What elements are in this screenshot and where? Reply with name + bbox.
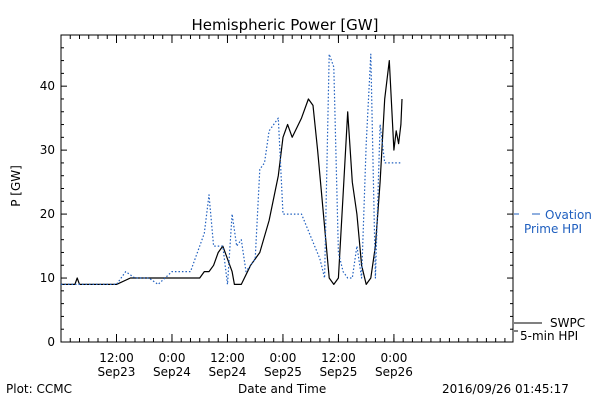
y-tick-label-40: 40 [40,79,55,93]
legend-ovation-label-2: Prime HPI [524,222,582,236]
x-tick-date-0: Sep23 [98,365,136,379]
x-tick-date-4: Sep25 [319,365,357,379]
x-tick-time-1: 0:00 [159,351,186,365]
footer-timestamp: 2016/09/26 01:45:17 [442,382,569,396]
x-tick-time-5: 0:00 [380,351,407,365]
plot-frame [60,34,514,343]
x-tick-time-2: 12:00 [210,351,245,365]
x-tick-time-3: 0:00 [269,351,296,365]
chart-title: Hemispheric Power [GW] [192,16,379,34]
y-tick-label-10: 10 [40,271,55,285]
x-tick-time-4: 12:00 [321,351,356,365]
legend-swpc-label-2: 5-min HPI [520,329,578,343]
legend-ovation-label-1: Ovation [545,208,592,222]
x-tick-date-2: Sep24 [209,365,247,379]
x-axis-label: Date and Time [238,382,327,396]
y-axis-label: P [GW] [9,165,23,207]
x-tick-date-5: Sep26 [375,365,413,379]
x-axis-ticks: 12:00Sep230:00Sep2412:00Sep240:00Sep2512… [69,35,506,379]
x-tick-date-1: Sep24 [153,365,191,379]
series-layer [61,53,403,285]
y-tick-label-30: 30 [40,143,55,157]
y-tick-label-20: 20 [40,207,55,221]
series-line-1 [61,53,402,285]
x-tick-time-0: 12:00 [99,351,134,365]
series-line-0 [61,59,403,285]
y-axis-ticks: 0 10 20 30 40 [40,47,513,349]
x-tick-date-3: Sep25 [264,365,302,379]
legend-swpc-label-1: SWPC [550,316,585,330]
footer-credit: Plot: CCMC [6,382,72,396]
y-tick-label-0: 0 [47,335,55,349]
